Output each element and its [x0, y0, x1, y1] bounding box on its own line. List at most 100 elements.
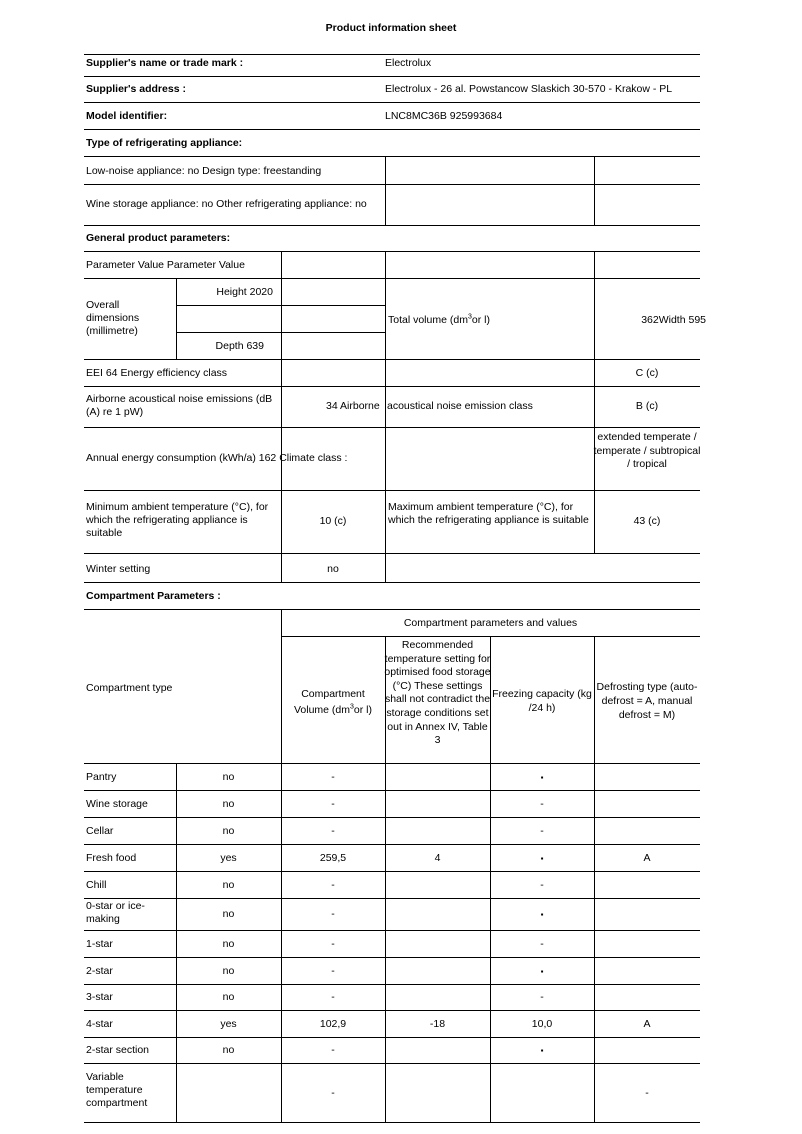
superscript: 3 — [467, 313, 472, 321]
compartment-volume: 259,5 — [319, 851, 347, 864]
model-label: Model identifier: — [86, 110, 168, 122]
compartment-volume: - — [331, 908, 335, 920]
table-rule — [84, 102, 700, 103]
table-rule — [594, 636, 595, 1122]
compartment-volume: 102,9 — [319, 1017, 347, 1030]
table-rule — [281, 251, 282, 582]
annual-energy-label: Annual energy consumption (kWh/a) 162 Cl… — [86, 452, 348, 464]
compartment-temp: 4 — [434, 851, 441, 864]
compartment-type-header: Compartment type — [86, 682, 173, 694]
param-header: Parameter Value Parameter Value — [86, 259, 245, 271]
table-rule — [84, 278, 700, 279]
compartment-defrost: - — [645, 1086, 649, 1099]
table-rule — [84, 54, 700, 55]
table-rule — [84, 427, 700, 428]
compartment-volume: - — [331, 824, 335, 837]
compartment-freezing: - — [540, 937, 544, 950]
col-temp-header: Recommended temperature setting for opti… — [384, 639, 491, 747]
total-volume-text: Total volume (dm — [388, 314, 468, 326]
eei-label: EEI 64 Energy efficiency class — [86, 367, 228, 379]
col-volume-header: Compartment Volume (dm3or l) — [283, 686, 383, 718]
table-rule — [385, 156, 386, 225]
compartment-freezing: ▪ — [540, 910, 544, 919]
table-rule — [84, 359, 700, 360]
table-rule — [84, 129, 700, 130]
compartment-volume: - — [331, 991, 335, 1003]
compartment-volume: - — [331, 937, 335, 950]
height-value: Height 2020 — [216, 286, 273, 298]
compartment-freezing: ▪ — [540, 853, 544, 863]
table-rule — [176, 305, 385, 306]
compartment-present: yes — [220, 1017, 237, 1030]
supplier-name-label: Supplier's name or trade mark : — [86, 57, 244, 69]
compartment-type: 1-star — [86, 937, 113, 950]
table-rule — [176, 763, 177, 1122]
compartment-heading: Compartment Parameters : — [86, 590, 221, 602]
compartment-volume: - — [331, 797, 335, 810]
compartment-present: yes — [220, 851, 237, 864]
table-rule — [84, 184, 700, 185]
min-temp-label: Minimum ambient temperature (°C), for wh… — [86, 501, 269, 539]
table-rule — [84, 156, 700, 157]
type-row-1: Low-noise appliance: no Design type: fre… — [86, 165, 322, 177]
compartment-volume: - — [331, 770, 335, 783]
compartment-type: 3-star — [86, 991, 113, 1003]
superscript: 3 — [350, 703, 354, 711]
table-rule — [490, 636, 491, 1122]
winter-label: Winter setting — [86, 563, 151, 575]
compartment-present: no — [222, 991, 235, 1003]
compartment-freezing: - — [540, 797, 544, 810]
col-volume-text: Compartment Volume (dm — [293, 688, 365, 716]
table-rule — [84, 553, 700, 554]
row-divider — [84, 1010, 700, 1011]
supplier-address-value: Electrolux - 26 al. Powstancow Slaskich … — [385, 83, 673, 95]
table-rule — [84, 251, 700, 252]
compartment-defrost: A — [643, 851, 651, 864]
compartment-defrost: A — [643, 1017, 651, 1030]
compartment-freezing: - — [540, 824, 544, 837]
compartment-present: no — [222, 964, 235, 977]
climate-class-value: extended temperate / temperate / subtrop… — [593, 431, 701, 470]
compartment-volume: - — [331, 1086, 335, 1099]
compartment-freezing: 10,0 — [531, 1017, 553, 1030]
compartment-volume: - — [331, 1044, 335, 1056]
table-rule — [594, 251, 595, 553]
compartment-freezing: - — [540, 991, 544, 1003]
table-rule — [84, 386, 700, 387]
compartment-type: 2-star — [86, 964, 113, 977]
table-rule — [84, 225, 700, 226]
compartment-volume: - — [331, 964, 335, 977]
compartment-present: no — [222, 908, 235, 920]
row-divider — [84, 984, 700, 985]
max-temp-value: 43 (c) — [633, 515, 661, 527]
compartment-freezing: - — [540, 878, 544, 891]
compartment-type: 4-star — [86, 1017, 113, 1030]
table-rule — [176, 278, 177, 359]
table-rule — [385, 636, 386, 1122]
compartment-type: Variable temperature compartment — [86, 1071, 148, 1109]
page-title: Product information sheet — [325, 22, 457, 34]
min-temp-value: 10 (c) — [319, 515, 347, 527]
general-heading: General product parameters: — [86, 232, 231, 244]
table-rule — [176, 332, 385, 333]
compartment-type: 2-star section — [86, 1044, 150, 1056]
row-divider — [84, 898, 700, 899]
noise-value: 34 Airborne — [326, 400, 380, 412]
compartment-present: no — [222, 770, 235, 783]
row-divider — [84, 844, 700, 845]
compartment-type: Fresh food — [86, 851, 137, 864]
noise-class-label: acoustical noise emission class — [387, 400, 533, 412]
table-rule — [281, 609, 282, 1122]
row-divider — [84, 930, 700, 931]
col-volume-unit: or l) — [353, 704, 373, 716]
row-divider — [84, 1063, 700, 1064]
row-divider — [84, 1037, 700, 1038]
compartment-present: no — [222, 937, 235, 950]
compartment-type: 0-star or ice-making — [86, 900, 145, 925]
supplier-name-value: Electrolux — [385, 57, 432, 69]
table-rule — [84, 763, 700, 764]
compartment-present: no — [222, 878, 235, 891]
compartment-type: Chill — [86, 878, 107, 891]
row-divider — [84, 1122, 700, 1123]
col-freezing-header: Freezing capacity (kg /24 h) — [492, 688, 592, 714]
